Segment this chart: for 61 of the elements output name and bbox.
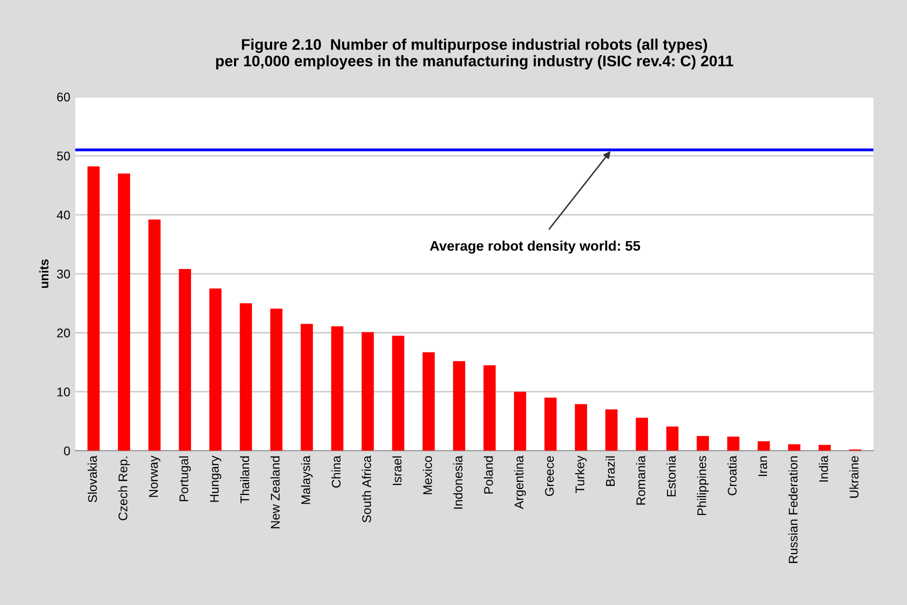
x-tick-label: Mexico <box>422 456 432 494</box>
bar <box>362 332 374 451</box>
x-tick-label: Czech Rep. <box>118 456 130 520</box>
bar <box>514 392 526 451</box>
bar <box>696 436 709 451</box>
y-axis-title: units <box>39 259 48 288</box>
bar <box>788 444 800 451</box>
x-tick-label: India <box>818 456 828 482</box>
annotation: Average robot density world: 55 <box>430 240 640 254</box>
x-tick-label: Ukraine <box>849 456 859 498</box>
bar <box>818 444 831 451</box>
bar <box>148 219 161 451</box>
bar <box>574 404 588 451</box>
bar <box>758 441 770 451</box>
x-tick-label: China <box>331 456 341 488</box>
bar <box>453 361 466 451</box>
x-tick-label: Slovakia <box>88 456 97 502</box>
x-tick-label: Estonia <box>666 456 676 496</box>
bar <box>605 409 618 451</box>
x-tick-label: Croatia <box>727 456 737 496</box>
y-tick-label: 20 <box>57 328 70 338</box>
y-tick-label: 60 <box>57 92 70 102</box>
x-tick-label: Turkey <box>575 456 587 494</box>
bar <box>727 436 740 451</box>
y-tick-label: 30 <box>56 270 70 278</box>
x-tick-label: Philippines <box>697 456 709 516</box>
bar <box>300 324 313 451</box>
bar <box>331 326 344 451</box>
y-tick-label: 0 <box>64 446 70 456</box>
x-tick-label: Brazil <box>606 456 615 486</box>
bar <box>178 269 192 451</box>
bar <box>240 303 252 451</box>
x-tick-label: Poland <box>484 456 493 494</box>
bar <box>422 352 435 451</box>
bar <box>392 336 404 451</box>
x-tick-label: New Zealand <box>270 456 280 528</box>
bar <box>544 398 557 451</box>
x-tick-label: Greece <box>545 456 554 496</box>
x-tick-label: Russian Federation <box>788 456 798 563</box>
x-tick-label: Portugal <box>179 456 191 502</box>
x-tick-label: Thailand <box>240 456 250 504</box>
x-tick-label: Argentina <box>514 456 526 510</box>
bar <box>666 426 678 451</box>
chart-title: Figure 2.10 Number of multipurpose industrial robots (all types) per 10,000 employees in the manufacturing industry (ISIC rev.4: C) 2011 <box>216 38 734 70</box>
x-tick-label: Iran <box>758 456 768 476</box>
bar <box>636 418 648 451</box>
y-tick-label: 50 <box>57 152 70 160</box>
y-tick-label: 10 <box>57 388 70 396</box>
x-tick-label: Norway <box>149 456 160 497</box>
bar <box>209 288 222 451</box>
y-tick-label: 40 <box>56 210 70 220</box>
x-tick-label: Indonesia <box>453 456 462 509</box>
x-tick-label: Israel <box>392 456 402 485</box>
bar <box>118 173 130 451</box>
bar <box>484 365 496 451</box>
x-tick-label: Romania <box>636 456 646 505</box>
x-tick-label: South Africa <box>362 456 372 522</box>
x-tick-label: Malaysia <box>300 456 313 504</box>
bar <box>87 166 100 451</box>
bar <box>270 308 282 451</box>
x-tick-label: Hungary <box>210 456 222 502</box>
